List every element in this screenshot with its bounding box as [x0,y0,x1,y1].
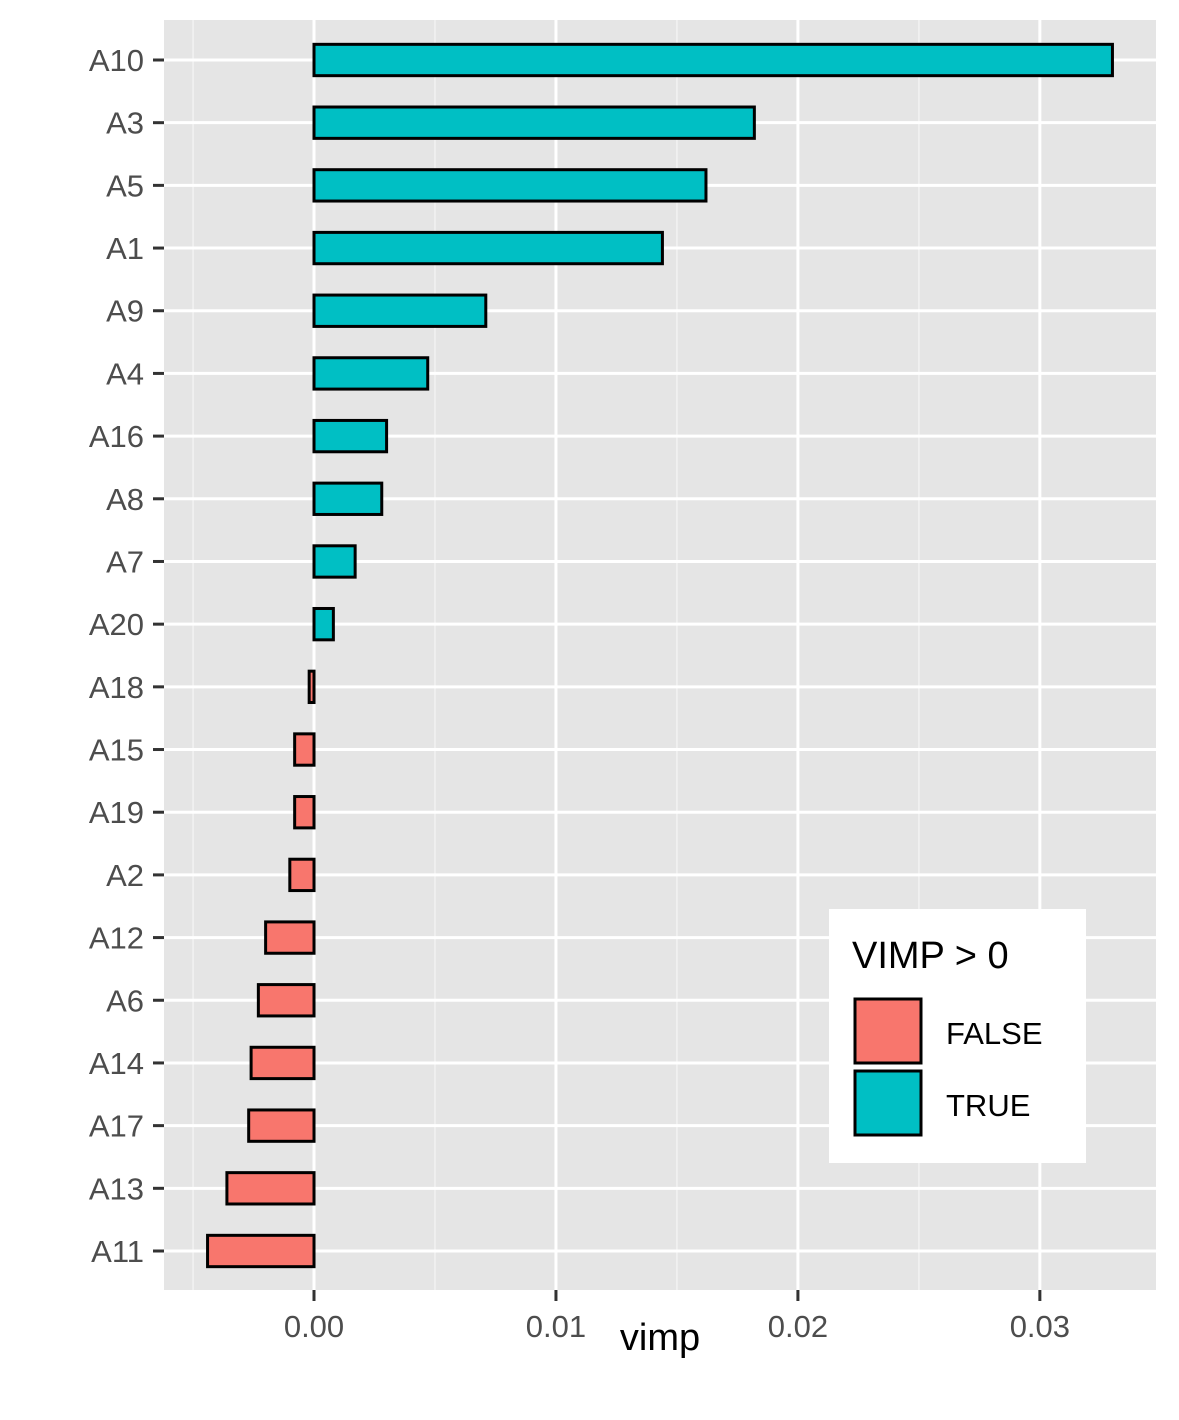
y-axis: A10 A3 A5 A1 A9 A4 A16 A8 A7 A20 A18 A15 A19 A2 A12 A6 A… [89,43,164,1269]
bar-A11 [206,1233,316,1269]
y-tick-label-A14: A14 [89,1046,144,1081]
legend-title: VIMP > 0 [852,935,1009,977]
legend-key-true [853,1069,923,1137]
bar-A15 [293,732,316,767]
bar-A19 [293,795,316,830]
bar-A7 [312,544,357,579]
bar-A3 [312,105,756,140]
bar-A17 [247,1108,316,1143]
y-tick-label-A17: A17 [89,1109,144,1144]
bar-A2 [288,857,316,893]
legend-label-false: FALSE [946,1016,1043,1051]
y-tick-label-A6: A6 [106,983,144,1018]
y-tick-label-A10: A10 [89,43,144,78]
x-axis-title: vimp [620,1317,700,1359]
bar-A18 [307,669,316,705]
x-tick-label-0: 0.00 [284,1309,344,1344]
y-tick-label-A2: A2 [106,858,144,893]
y-tick-label-A3: A3 [106,106,144,141]
y-tick-label-A19: A19 [89,795,144,830]
bar-A9 [312,293,488,328]
bar-A13 [225,1171,316,1206]
bars [206,42,1114,1269]
bar-A16 [312,418,389,454]
x-tick-label-1: 0.01 [526,1309,586,1344]
y-tick-label-A9: A9 [106,294,144,329]
bar-A6 [256,983,316,1018]
y-tick-label-A12: A12 [89,921,144,956]
bar-A14 [249,1045,316,1081]
bar-A4 [312,356,430,391]
x-tick-label-2: 0.02 [768,1309,828,1344]
y-tick-label-A16: A16 [89,419,144,454]
legend-label-true: TRUE [946,1088,1030,1123]
legend-key-false [853,997,923,1065]
bar-A12 [264,920,316,955]
y-tick-label-A18: A18 [89,670,144,705]
y-tick-label-A20: A20 [89,607,144,642]
x-axis: 0.00 0.01 0.02 0.03 [284,1290,1070,1344]
bar-A5 [312,168,708,203]
x-tick-label-3: 0.03 [1010,1309,1070,1344]
y-tick-label-A13: A13 [89,1171,144,1206]
y-tick-label-A8: A8 [106,482,144,517]
bar-A1 [312,230,664,266]
legend: VIMP > 0 FALSE TRUE [829,909,1086,1163]
y-tick-label-A11: A11 [91,1234,144,1269]
y-tick-label-A1: A1 [106,231,144,266]
bar-A8 [312,481,384,516]
bar-A10 [312,42,1114,78]
bar-A20 [312,606,335,642]
y-tick-label-A4: A4 [106,356,144,391]
y-tick-label-A5: A5 [106,168,144,203]
y-tick-label-A15: A15 [89,733,144,768]
y-tick-label-A7: A7 [106,544,144,579]
